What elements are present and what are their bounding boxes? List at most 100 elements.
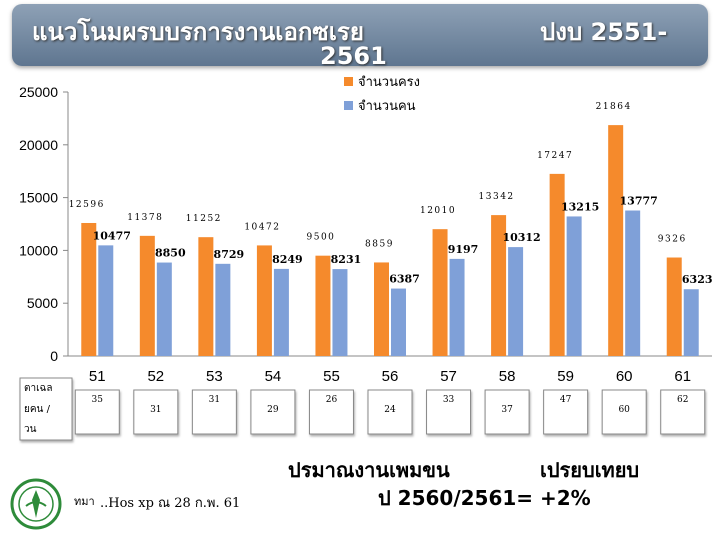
y-tick-label: 10000 [19,242,58,258]
per-day-value: 62 [677,395,688,405]
bar-visits [256,245,272,356]
x-tick-label: 57 [440,368,457,385]
bar-patients [625,210,641,356]
per-day-value: 47 [560,395,572,405]
title-fiscal-year: ปงบ 2551- [540,18,668,46]
per-day-value: 60 [618,405,630,415]
data-label: 9197 [448,243,479,256]
footer-source-prefix: ทมา [74,495,95,508]
per-day-box [367,389,413,435]
data-label: 11378 [127,213,163,223]
per-day-label-1: ตาเฉล [24,383,52,394]
legend-label: จำนวนคน [358,99,416,114]
bar-visits [549,173,565,356]
x-tick-label: 56 [382,368,399,385]
per-day-value: 31 [209,395,220,405]
per-day-label-3: วน [24,424,37,435]
data-label: 8249 [272,253,303,266]
data-label: 10312 [502,231,540,244]
summary-text-2: เปรยบเทยบ [540,458,640,482]
x-tick-label: 60 [616,368,633,385]
bar-visits [315,255,331,356]
title-line1: แนวโนมผรบบรการงานเอกซเรย [32,18,364,46]
data-label: 8859 [365,239,394,249]
per-day-box [74,389,120,435]
bar-patients [508,247,524,356]
bar-visits [432,229,448,356]
bar-patients [273,268,289,356]
per-day-box [191,389,237,435]
per-day-box [133,389,179,435]
bar-visits [139,235,155,356]
bar-visits [81,222,97,356]
bar-visits [666,257,682,356]
bar-patients [215,263,231,356]
y-tick-label: 5000 [27,295,58,311]
data-label: 17247 [537,151,573,161]
bar-patients [566,216,582,356]
data-label: 6387 [389,273,420,286]
per-day-value: 35 [92,395,104,405]
y-tick-label: 20000 [19,137,58,153]
bar-patients [391,288,406,356]
bar-visits [198,237,214,356]
bar-patients [156,262,172,356]
data-label: 9500 [307,233,336,243]
data-label: 8850 [155,247,186,260]
bar-visits [491,215,507,356]
title-banner: แนวโนมผรบบรการงานเอกซเรย 2561 ปงบ 2551- [12,4,708,70]
per-day-value: 31 [150,405,161,415]
per-day-box [250,389,296,435]
legend-swatch [344,101,353,110]
data-label: 12596 [69,200,105,210]
bar-patients [332,269,348,356]
per-day-label-2: ยคน / [24,404,51,415]
footer-source-note: ..Hos xp ณ 28 ก.พ. 61 [100,496,241,511]
legend-label: จำนวนครง [358,75,420,90]
ministry-logo-icon [10,478,62,530]
data-label: 9326 [658,235,687,245]
x-tick-label: 61 [674,368,691,385]
data-label: 13777 [620,195,658,208]
bar-visits [374,262,389,356]
legend-swatch [344,77,353,86]
bar-patients [98,245,114,356]
x-tick-label: 52 [147,368,164,385]
data-label: 13342 [479,192,515,202]
summary-text-1: ปรมาณงานเพมขน [288,458,450,482]
per-day-box [601,389,647,435]
bar-patients [449,258,465,356]
y-tick-label: 0 [50,348,58,364]
x-tick-label: 51 [89,368,106,385]
title-line2: 2561 [320,42,387,70]
x-tick-label: 58 [499,368,516,385]
per-day-value: 37 [501,405,513,415]
x-tick-label: 55 [323,368,340,385]
per-day-box [660,389,706,435]
x-tick-label: 59 [557,368,574,385]
per-day-box [426,389,472,435]
per-day-value: 29 [267,405,279,415]
per-day-box [484,389,530,435]
y-tick-label: 25000 [19,84,58,100]
summary-text-3: ป 2560/2561= +2% [378,486,591,510]
x-tick-label: 53 [206,368,223,385]
data-label: 8729 [214,248,245,261]
data-label: 13215 [561,200,599,213]
per-day-label-box [19,377,73,441]
per-day-value: 26 [326,395,338,405]
bar-patients [683,289,699,356]
per-day-box [543,389,589,435]
per-day-box [308,389,354,435]
y-tick-label: 15000 [19,190,58,206]
per-day-value: 24 [384,405,396,415]
data-label: 10477 [93,229,131,242]
data-label: 12010 [420,206,456,216]
data-label: 6323 [682,273,713,286]
per-day-value: 33 [443,395,455,405]
data-label: 8231 [331,253,362,266]
data-label: 11252 [186,214,222,224]
x-tick-label: 54 [265,368,282,385]
data-label: 21864 [596,102,632,112]
